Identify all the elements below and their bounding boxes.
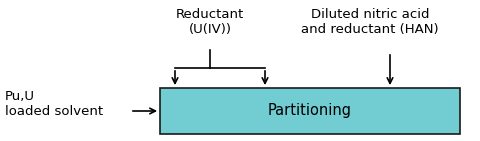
Text: Reductant
(U(IV)): Reductant (U(IV)) — [176, 8, 244, 36]
Text: Partitioning: Partitioning — [268, 103, 352, 118]
Text: Pu,U
loaded solvent: Pu,U loaded solvent — [5, 90, 103, 118]
Bar — [160, 88, 460, 134]
Text: Diluted nitric acid
and reductant (HAN): Diluted nitric acid and reductant (HAN) — [301, 8, 439, 36]
